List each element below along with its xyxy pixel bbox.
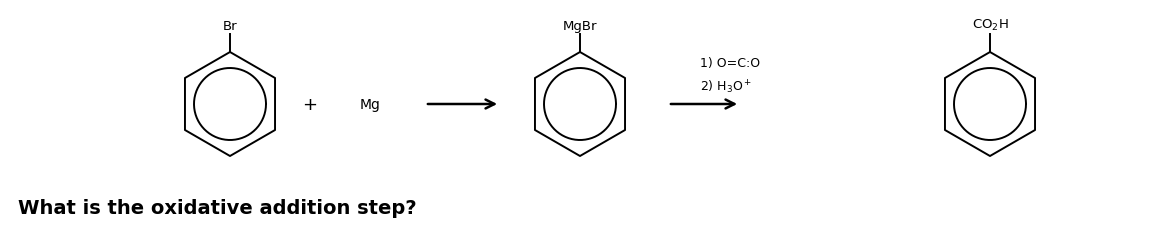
Text: Br: Br [223,20,238,33]
Text: MgBr: MgBr [563,20,597,33]
Text: +: + [303,95,318,114]
Text: What is the oxidative addition step?: What is the oxidative addition step? [19,198,416,217]
Text: CO$_2$H: CO$_2$H [972,18,1008,33]
Text: 1) O=C:O: 1) O=C:O [699,57,760,70]
Text: Mg: Mg [360,98,380,112]
Text: 2) H$_3$O$^+$: 2) H$_3$O$^+$ [699,78,753,95]
